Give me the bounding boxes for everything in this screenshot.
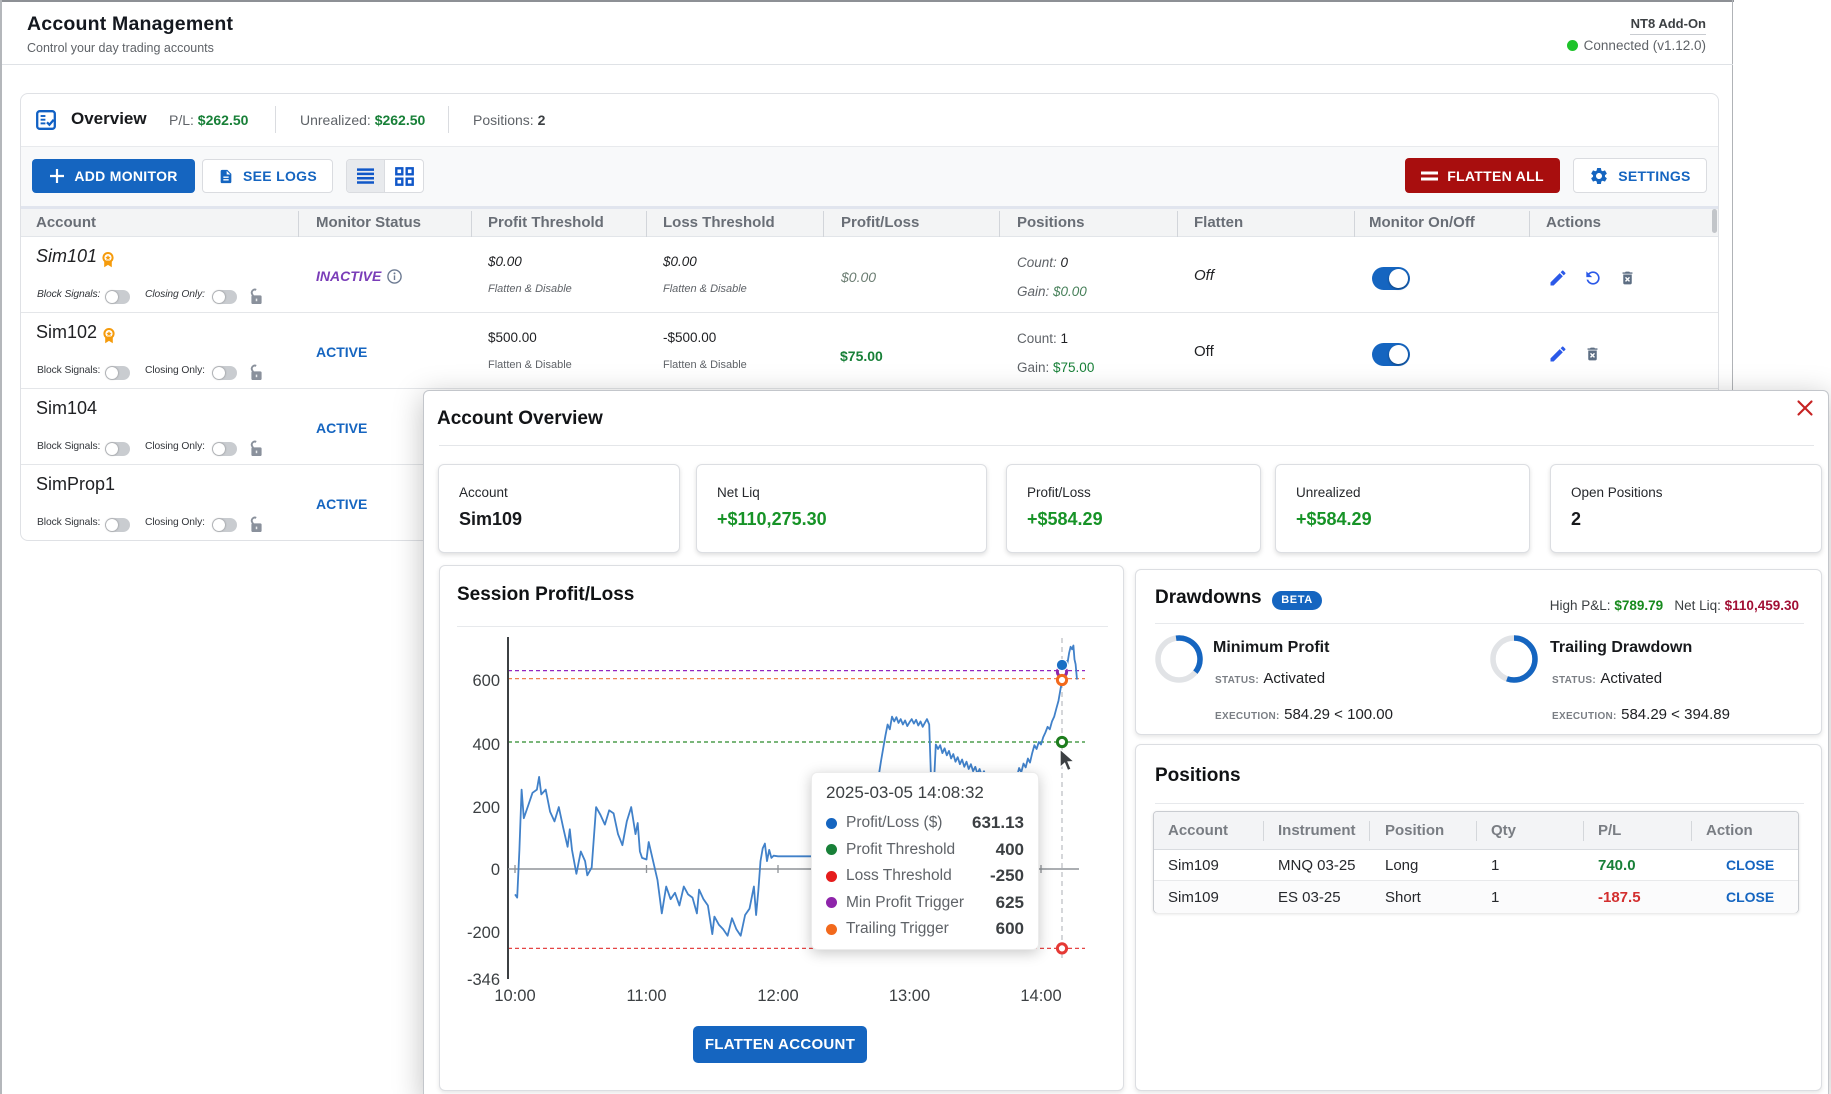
- svg-text:10:00: 10:00: [494, 987, 535, 1005]
- svg-text:14:00: 14:00: [1020, 987, 1061, 1005]
- svg-text:13:00: 13:00: [889, 987, 930, 1005]
- svg-text:200: 200: [472, 799, 500, 817]
- svg-text:600: 600: [472, 672, 500, 690]
- svg-text:-200: -200: [467, 924, 500, 942]
- svg-text:11:00: 11:00: [626, 987, 666, 1005]
- svg-text:12:00: 12:00: [757, 987, 798, 1005]
- svg-text:-346: -346: [467, 971, 500, 989]
- svg-text:0: 0: [491, 861, 500, 879]
- svg-text:400: 400: [472, 736, 500, 754]
